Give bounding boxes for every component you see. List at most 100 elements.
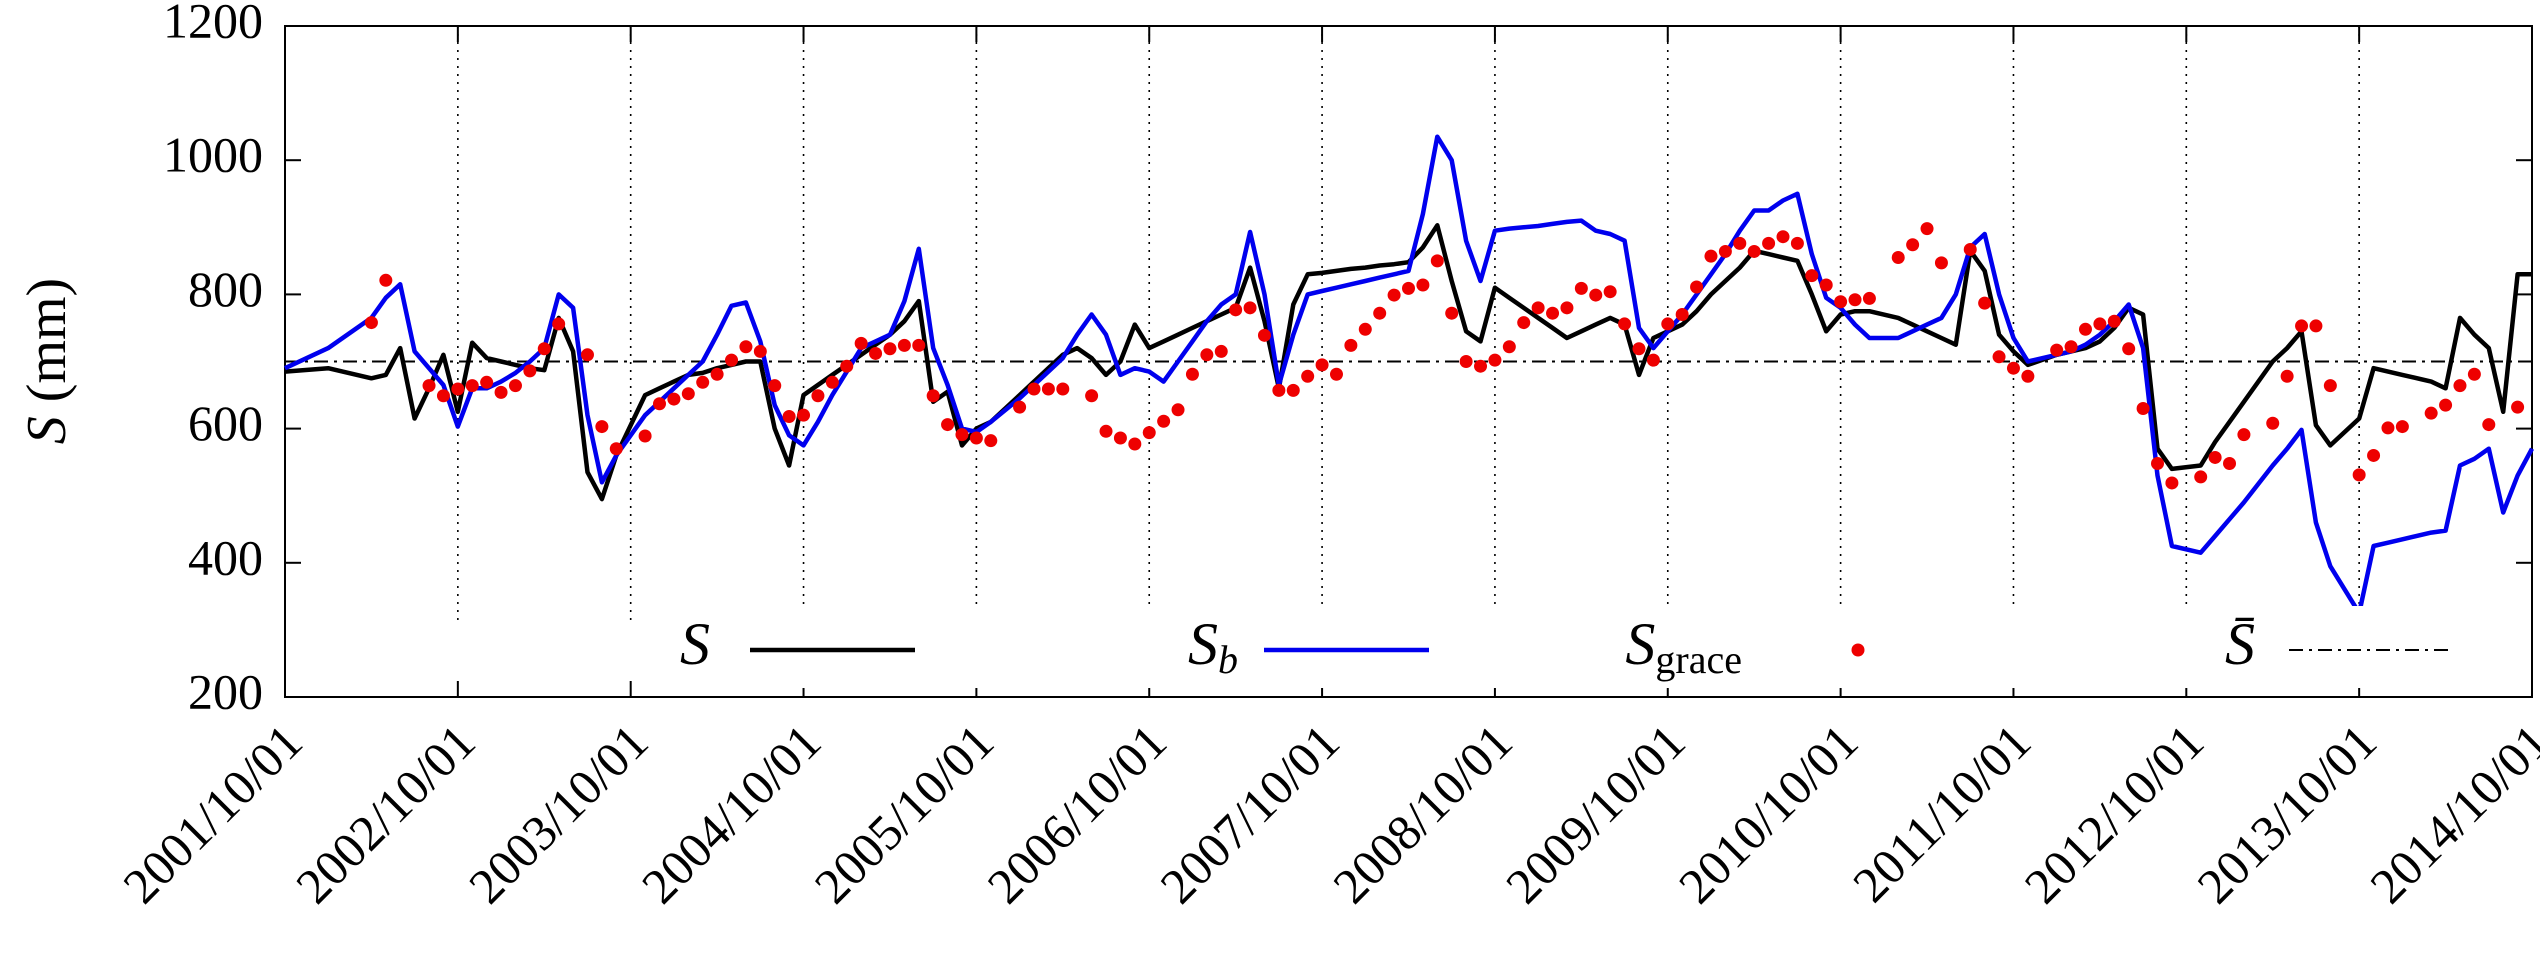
- data-point: [1099, 424, 1113, 438]
- data-point: [1128, 437, 1142, 451]
- x-tick-label: 2011/10/01: [1842, 713, 2041, 912]
- data-point: [1474, 359, 1488, 373]
- data-point: [1906, 238, 1920, 252]
- data-point: [379, 273, 393, 287]
- data-point: [1819, 278, 1833, 292]
- data-point: [1286, 383, 1300, 397]
- data-point: [494, 385, 508, 399]
- data-point: [1546, 306, 1560, 320]
- data-point: [1747, 244, 1761, 258]
- data-point: [1978, 296, 1992, 310]
- data-point: [1834, 295, 1848, 309]
- data-point: [1344, 338, 1358, 352]
- data-point: [1920, 222, 1934, 236]
- data-point: [1776, 230, 1790, 244]
- data-point: [1445, 306, 1459, 320]
- data-point: [1214, 344, 1228, 358]
- data-point: [825, 375, 839, 389]
- x-tick-label: 2008/10/01: [1322, 713, 1523, 914]
- data-point: [667, 392, 681, 406]
- data-point: [2194, 470, 2208, 484]
- data-point: [1358, 322, 1372, 336]
- data-point: [2467, 367, 2481, 381]
- data-point: [1229, 303, 1243, 317]
- y-tick-label: 1000: [163, 127, 263, 183]
- data-point: [1589, 288, 1603, 302]
- data-point: [1185, 367, 1199, 381]
- data-point: [1142, 426, 1156, 440]
- data-point: [638, 429, 652, 443]
- data-point: [1675, 308, 1689, 322]
- data-point: [2309, 319, 2323, 333]
- y-tick-label: 600: [188, 395, 263, 451]
- data-point: [2006, 361, 2020, 375]
- data-point: [2064, 340, 2078, 354]
- data-point: [897, 338, 911, 352]
- data-point: [2295, 319, 2309, 333]
- data-point: [1488, 353, 1502, 367]
- data-point: [2323, 379, 2337, 393]
- data-point: [1762, 236, 1776, 250]
- data-point: [1704, 249, 1718, 263]
- y-tick-label: 200: [188, 663, 263, 719]
- data-point: [580, 348, 594, 362]
- data-point: [1574, 281, 1588, 295]
- data-point: [1618, 317, 1632, 331]
- data-point: [1805, 269, 1819, 283]
- data-point: [1200, 348, 1214, 362]
- data-point: [725, 353, 739, 367]
- data-point: [840, 359, 854, 373]
- data-point: [1373, 306, 1387, 320]
- data-point: [1517, 316, 1531, 330]
- data-point: [1041, 382, 1055, 396]
- data-point: [1690, 280, 1704, 294]
- data-point: [1934, 256, 1948, 270]
- data-point: [768, 379, 782, 393]
- data-point: [739, 340, 753, 354]
- y-axis-title: S (mm): [16, 278, 78, 444]
- data-point: [1027, 382, 1041, 396]
- data-point: [1113, 431, 1127, 445]
- data-point: [1992, 350, 2006, 364]
- x-tick-label: 2005/10/01: [804, 713, 1005, 914]
- data-point: [941, 418, 955, 432]
- data-point: [1402, 281, 1415, 295]
- data-point: [364, 316, 378, 330]
- data-point: [696, 375, 710, 389]
- data-point: [436, 389, 450, 403]
- data-point: [1301, 369, 1315, 383]
- data-point: [1430, 254, 1444, 268]
- data-point: [1416, 278, 1430, 292]
- data-point: [1848, 293, 1862, 307]
- data-point: [1502, 340, 1516, 354]
- data-point: [1733, 236, 1747, 250]
- data-point: [681, 387, 695, 401]
- data-point: [2453, 379, 2467, 393]
- data-point: [2237, 428, 2251, 442]
- data-point: [2223, 456, 2237, 470]
- legend-label: S̄: [2225, 611, 2255, 677]
- x-tick-label: 2006/10/01: [976, 713, 1177, 914]
- data-point: [1560, 301, 1574, 315]
- data-point: [2208, 450, 2222, 464]
- data-point: [2165, 476, 2179, 490]
- data-point: [1329, 367, 1343, 381]
- data-point: [1171, 403, 1185, 417]
- data-point: [955, 428, 969, 442]
- x-tick-label: 2002/10/01: [285, 713, 486, 914]
- data-point: [1387, 288, 1401, 302]
- data-point: [1603, 285, 1617, 299]
- data-point: [451, 382, 465, 396]
- data-point: [2280, 369, 2294, 383]
- data-point: [2482, 418, 2496, 432]
- data-point: [1459, 355, 1473, 368]
- data-point: [869, 346, 883, 360]
- data-point: [2367, 448, 2381, 462]
- data-point: [2352, 468, 2366, 482]
- data-point: [969, 431, 983, 445]
- x-tick-label: 2009/10/01: [1495, 713, 1696, 914]
- data-point: [782, 410, 796, 424]
- legend-swatch: [1851, 643, 1865, 657]
- data-point: [2151, 456, 2164, 470]
